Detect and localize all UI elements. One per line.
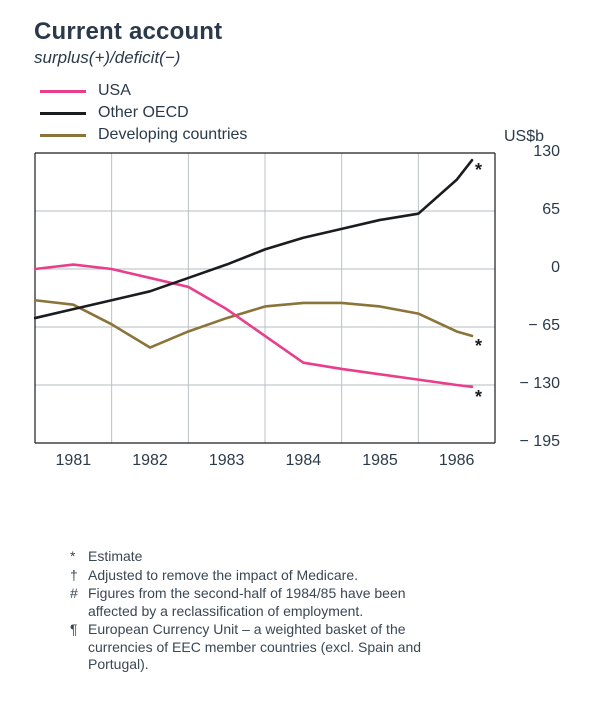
footnotes: * Estimate † Adjusted to remove the impa…	[70, 548, 450, 675]
legend-label: USA	[98, 82, 131, 100]
footnote-symbol: †	[70, 567, 88, 585]
legend-swatch	[40, 134, 86, 137]
y-tick-label: − 130	[506, 375, 560, 393]
estimate-marker: *	[475, 387, 482, 408]
line-chart	[34, 152, 496, 444]
legend-swatch	[40, 90, 86, 93]
chart-subtitle: surplus(+)/deficit(−)	[34, 48, 578, 68]
legend-swatch	[40, 112, 86, 115]
x-tick-label: 1982	[120, 452, 180, 470]
footnote: † Adjusted to remove the impact of Medic…	[70, 567, 450, 585]
estimate-marker: *	[475, 160, 482, 181]
x-tick-label: 1983	[197, 452, 257, 470]
footnote-text: European Currency Unit – a weighted bask…	[88, 621, 450, 674]
estimate-marker: *	[475, 336, 482, 357]
x-tick-label: 1984	[273, 452, 333, 470]
x-tick-label: 1981	[43, 452, 103, 470]
footnote-symbol: #	[70, 585, 88, 620]
y-tick-label: − 195	[506, 433, 560, 451]
legend-item-other-oecd: Other OECD	[40, 102, 578, 124]
y-tick-label: 130	[506, 143, 560, 161]
footnote: # Figures from the second-half of 1984/8…	[70, 585, 450, 620]
y-tick-label: 65	[506, 201, 560, 219]
legend-label: Developing countries	[98, 126, 247, 144]
footnote-symbol: *	[70, 548, 88, 566]
footnote-text: Figures from the second-half of 1984/85 …	[88, 585, 450, 620]
footnote: ¶ European Currency Unit – a weighted ba…	[70, 621, 450, 674]
y-tick-label: 0	[506, 259, 560, 277]
legend-item-usa: USA	[40, 80, 578, 102]
footnote-text: Adjusted to remove the impact of Medicar…	[88, 567, 450, 585]
chart-title: Current account	[34, 18, 578, 46]
page: Current account surplus(+)/deficit(−) US…	[0, 0, 600, 702]
legend: USA Other OECD Developing countries	[40, 80, 578, 146]
x-tick-label: 1985	[350, 452, 410, 470]
footnote: * Estimate	[70, 548, 450, 566]
chart-area: 130650− 65− 130− 19519811982198319841985…	[34, 152, 574, 452]
x-tick-label: 1986	[427, 452, 487, 470]
legend-item-developing: Developing countries	[40, 124, 578, 146]
footnote-symbol: ¶	[70, 621, 88, 674]
y-tick-label: − 65	[506, 317, 560, 335]
footnote-text: Estimate	[88, 548, 450, 566]
legend-label: Other OECD	[98, 104, 189, 122]
